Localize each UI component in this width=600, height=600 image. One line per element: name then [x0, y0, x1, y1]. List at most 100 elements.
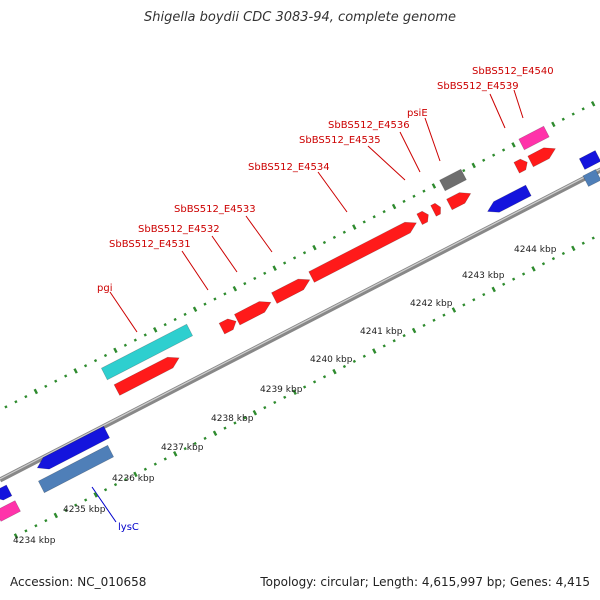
tick-mark [263, 271, 267, 275]
tick-mark [391, 203, 397, 210]
leader-line-sbbs512-e4539 [489, 93, 506, 129]
scale-label-4242-kbp: 4242 kbp [410, 299, 453, 309]
tick-mark [302, 251, 307, 255]
tick-mark [482, 292, 486, 297]
gene-label-sbbs512-e4539[interactable]: SbBS512_E4539 [437, 81, 519, 92]
leader-line-sbbs512-e4531 [181, 250, 209, 291]
gene-label-sbbs512-e4535[interactable]: SbBS512_E4535 [299, 135, 381, 146]
gene-label-sbbs512-e4540[interactable]: SbBS512_E4540 [472, 66, 554, 77]
gene-arrow-pgi-body[interactable] [113, 356, 180, 396]
tick-mark [232, 285, 238, 292]
feature-sbbs512-e4540-trna[interactable] [518, 125, 550, 151]
feature-edge-right-blue[interactable] [578, 150, 600, 170]
tick-mark [113, 483, 118, 487]
gene-arrow-psie[interactable] [446, 192, 472, 211]
tick-mark [382, 344, 386, 348]
tick-mark [402, 199, 406, 204]
gene-label-sbbs512-e4536[interactable]: SbBS512_E4536 [328, 120, 410, 131]
tick-mark [4, 405, 8, 409]
inner-tick-row [13, 236, 595, 539]
tick-mark [143, 333, 147, 337]
gene-arrow-sbbs512-e4534[interactable] [308, 221, 417, 283]
tick-mark [482, 158, 486, 162]
tick-mark [183, 447, 187, 451]
tick-mark [233, 421, 237, 425]
tick-mark [422, 189, 426, 193]
gene-arrow-sbbs512-e4535-shape [416, 210, 429, 226]
gene-label-psie[interactable]: psiE [407, 108, 428, 119]
tick-mark [133, 338, 137, 342]
tick-mark [581, 241, 585, 245]
tick-mark [571, 112, 575, 116]
tick-mark [303, 385, 307, 389]
leader-line-pgi [109, 291, 138, 333]
feature-edge-left-blue[interactable] [0, 484, 13, 501]
leader-line-sbbs512-e4540 [513, 89, 524, 119]
tick-mark [163, 457, 167, 461]
tick-mark [292, 389, 297, 395]
gene-arrow-sbbs512-e4535[interactable] [416, 210, 429, 226]
tick-mark [163, 323, 167, 327]
tick-mark [252, 409, 258, 416]
gene-arrow-lysc-upstream[interactable] [36, 425, 111, 470]
tick-mark [431, 183, 437, 189]
tick-mark [352, 359, 357, 363]
gene-label-sbbs512-e4533[interactable]: SbBS512_E4533 [174, 204, 256, 215]
tick-mark [64, 374, 68, 378]
tick-mark [103, 353, 108, 358]
tick-mark [382, 210, 386, 214]
tick-mark [203, 436, 207, 441]
gene-arrow-sbbs512-e4539[interactable] [527, 147, 556, 168]
gene-arrow-sbbs512-e4539-small[interactable] [513, 158, 528, 174]
tick-mark [462, 303, 466, 307]
feature-lysc-misc[interactable] [37, 444, 115, 494]
tick-mark [283, 395, 287, 399]
tick-mark [44, 518, 48, 523]
scale-label-4237-kbp: 4237 kbp [161, 443, 204, 453]
tick-mark [153, 327, 158, 333]
tick-mark [402, 334, 406, 338]
tick-mark [263, 405, 267, 410]
gene-label-pgi[interactable]: pgi [97, 283, 112, 294]
tick-mark [173, 317, 177, 322]
tick-mark [93, 492, 98, 498]
gene-arrow-sbbs512-e4533[interactable] [271, 278, 311, 304]
gene-label-sbbs512-e4534[interactable]: SbBS512_E4534 [248, 162, 330, 173]
scale-label-4234-kbp: 4234 kbp [13, 536, 56, 546]
tick-mark [24, 529, 28, 533]
tick-mark [73, 368, 78, 374]
gene-arrow-sbbs512-e4536[interactable] [430, 202, 441, 217]
feature-sbbs512-e4540-trna-shape [518, 125, 550, 151]
tick-mark [84, 498, 88, 502]
tick-mark [283, 261, 287, 265]
feature-edge-right-misc[interactable] [582, 169, 600, 187]
tick-mark [153, 462, 157, 466]
gene-arrow-sbbs512-e4531[interactable] [218, 318, 237, 335]
feature-psie-pseudo[interactable] [439, 168, 467, 192]
feature-edge-left-trna[interactable] [0, 500, 21, 522]
gene-arrow-reverse-4243[interactable] [487, 184, 532, 213]
tick-mark [173, 451, 178, 457]
tick-mark [33, 388, 39, 395]
feature-pgi-rrna[interactable] [100, 323, 194, 381]
tick-mark [392, 339, 396, 343]
genome-summary-text: Topology: circular; Length: 4,615,997 bp… [260, 575, 590, 589]
leader-line-sbbs512-e4532 [211, 235, 238, 273]
tick-mark [54, 379, 58, 383]
gene-arrow-lysc-upstream-shape [36, 425, 111, 470]
gene-arrow-pgi-body-shape [113, 356, 180, 396]
scale-label-4236-kbp: 4236 kbp [112, 474, 155, 484]
gene-label-sbbs512-e4531[interactable]: SbBS512_E4531 [109, 239, 191, 250]
tick-mark [203, 302, 207, 306]
feature-pgi-rrna-shape [100, 323, 194, 381]
gene-arrow-reverse-4243-shape [487, 184, 532, 213]
gene-label-lysc[interactable]: lysC [118, 522, 139, 533]
leader-line-sbbs512-e4534 [317, 171, 348, 213]
tick-mark [133, 471, 138, 478]
gene-arrow-sbbs512-e4531-shape [218, 318, 237, 335]
tick-mark [512, 277, 516, 281]
gene-label-sbbs512-e4532[interactable]: SbBS512_E4532 [138, 224, 220, 235]
tick-mark [34, 524, 38, 528]
leader-line-sbbs512-e4536 [399, 131, 421, 173]
gene-arrow-sbbs512-e4532[interactable] [233, 301, 272, 326]
